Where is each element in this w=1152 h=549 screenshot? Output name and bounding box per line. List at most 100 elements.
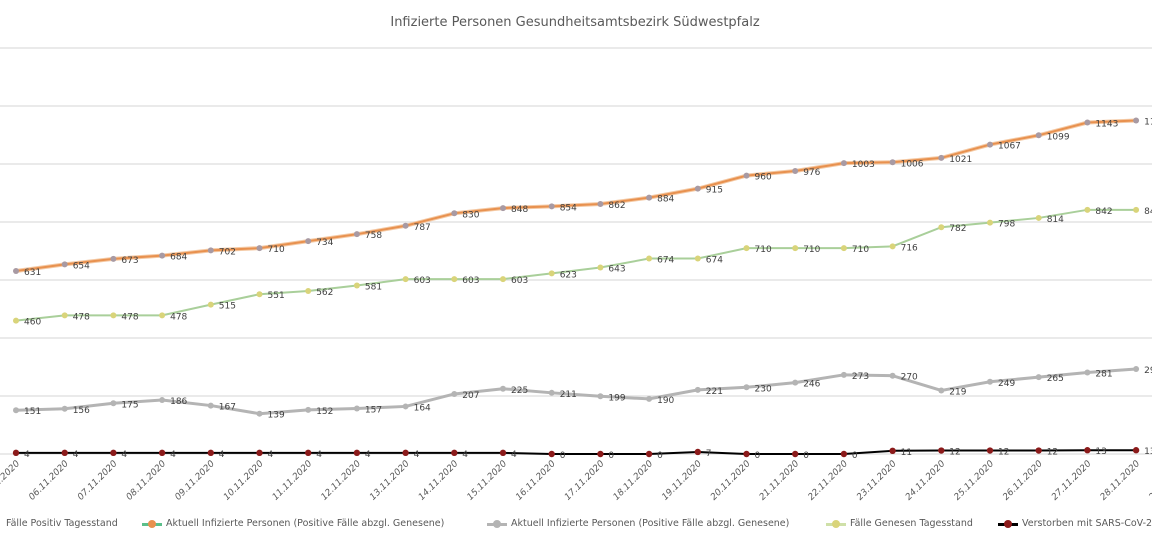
data-point[interactable]: [499, 449, 507, 457]
legend-item-verstorben[interactable]: Verstorben mit SARS-CoV-2: [998, 518, 1152, 529]
data-point[interactable]: [353, 449, 361, 457]
data-point[interactable]: [1084, 119, 1091, 126]
data-point[interactable]: [451, 390, 458, 397]
data-point[interactable]: [646, 194, 653, 201]
data-point[interactable]: [1132, 447, 1140, 454]
data-point[interactable]: [500, 276, 506, 283]
data-point[interactable]: [694, 448, 701, 456]
data-point[interactable]: [207, 402, 214, 409]
data-point[interactable]: [207, 301, 214, 308]
data-point[interactable]: [938, 154, 945, 161]
data-point[interactable]: [13, 407, 19, 414]
data-point[interactable]: [61, 449, 68, 457]
legend-item-aktuell-infizierte-2[interactable]: Aktuell Infizierte Personen (Positive Fä…: [487, 518, 789, 529]
data-point[interactable]: [938, 224, 945, 231]
data-point[interactable]: [743, 245, 750, 252]
data-point[interactable]: [110, 400, 117, 407]
data-point[interactable]: [840, 371, 847, 378]
data-point[interactable]: [1035, 214, 1042, 221]
data-point[interactable]: [743, 450, 750, 458]
data-point[interactable]: [889, 243, 896, 250]
data-point[interactable]: [548, 450, 555, 458]
data-point[interactable]: [500, 385, 506, 392]
data-point[interactable]: [353, 405, 360, 412]
data-point[interactable]: [305, 449, 312, 457]
data-point[interactable]: [645, 450, 653, 458]
data-point[interactable]: [13, 268, 19, 275]
data-point[interactable]: [597, 201, 604, 208]
data-point[interactable]: [256, 410, 263, 417]
data-point[interactable]: [1035, 132, 1042, 139]
data-point[interactable]: [13, 317, 19, 324]
data-point[interactable]: [451, 210, 458, 217]
data-point[interactable]: [743, 384, 750, 391]
data-point[interactable]: [158, 449, 166, 457]
data-point[interactable]: [1084, 447, 1091, 454]
data-point[interactable]: [792, 245, 799, 252]
data-point[interactable]: [353, 231, 360, 238]
data-point[interactable]: [402, 403, 409, 410]
data-point[interactable]: [305, 288, 312, 295]
data-point[interactable]: [694, 386, 701, 393]
data-point[interactable]: [889, 372, 896, 379]
data-point[interactable]: [1084, 369, 1091, 376]
data-point[interactable]: [256, 245, 263, 252]
data-point[interactable]: [256, 291, 263, 298]
data-point[interactable]: [110, 449, 117, 457]
data-point[interactable]: [207, 247, 214, 254]
data-point[interactable]: [1035, 447, 1042, 454]
data-point[interactable]: [256, 449, 263, 457]
data-point[interactable]: [597, 450, 604, 458]
data-point[interactable]: [597, 264, 604, 271]
data-point[interactable]: [694, 185, 701, 192]
data-point[interactable]: [597, 393, 604, 400]
data-point[interactable]: [987, 141, 993, 148]
data-point[interactable]: [1084, 206, 1091, 213]
data-point[interactable]: [548, 389, 555, 396]
data-point[interactable]: [1133, 117, 1140, 124]
data-point[interactable]: [159, 397, 166, 404]
data-point[interactable]: [840, 160, 847, 167]
data-point[interactable]: [1035, 374, 1042, 381]
data-point[interactable]: [938, 387, 945, 394]
data-point[interactable]: [159, 252, 166, 259]
data-point[interactable]: [694, 255, 701, 262]
legend-item-aktuell-infizierte-1[interactable]: Aktuell Infizierte Personen (Positive Fä…: [142, 518, 444, 529]
legend-item-faelle-genesen[interactable]: Fälle Genesen Tagesstand: [826, 518, 973, 529]
data-point[interactable]: [402, 222, 409, 229]
data-point[interactable]: [500, 205, 506, 212]
data-point[interactable]: [61, 405, 68, 412]
data-point[interactable]: [110, 255, 117, 262]
data-point[interactable]: [353, 282, 360, 289]
data-point[interactable]: [646, 395, 653, 402]
data-point[interactable]: [548, 203, 555, 210]
data-point[interactable]: [986, 447, 994, 454]
data-point[interactable]: [987, 378, 993, 385]
data-point[interactable]: [1133, 366, 1140, 373]
data-point[interactable]: [61, 312, 68, 319]
data-point[interactable]: [889, 447, 896, 455]
data-point[interactable]: [159, 312, 166, 319]
data-point[interactable]: [889, 159, 896, 166]
data-point[interactable]: [792, 379, 799, 386]
data-point[interactable]: [110, 312, 117, 319]
data-point[interactable]: [743, 172, 750, 179]
data-point[interactable]: [840, 245, 847, 252]
data-point[interactable]: [402, 276, 409, 283]
data-point[interactable]: [792, 450, 799, 458]
data-point[interactable]: [12, 449, 20, 457]
data-point[interactable]: [840, 450, 848, 458]
data-point[interactable]: [451, 276, 458, 283]
data-point[interactable]: [792, 167, 799, 174]
data-point[interactable]: [987, 219, 993, 226]
data-point[interactable]: [548, 270, 555, 277]
data-point[interactable]: [938, 447, 945, 454]
data-point[interactable]: [451, 449, 458, 457]
data-point[interactable]: [402, 449, 409, 457]
legend-item-faelle-positiv[interactable]: Fälle Positiv Tagesstand: [0, 518, 118, 529]
data-point[interactable]: [646, 255, 653, 262]
data-point[interactable]: [207, 449, 214, 457]
data-point[interactable]: [1133, 206, 1140, 213]
data-point[interactable]: [61, 261, 68, 268]
data-point[interactable]: [305, 406, 312, 413]
